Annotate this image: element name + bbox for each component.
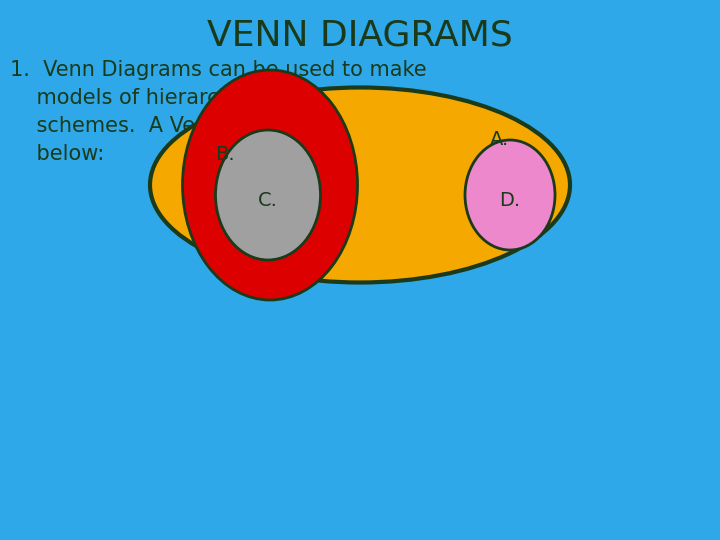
Text: B.: B.	[215, 145, 235, 164]
Ellipse shape	[215, 130, 320, 260]
Ellipse shape	[150, 87, 570, 282]
Text: VENN DIAGRAMS: VENN DIAGRAMS	[207, 18, 513, 52]
Text: D.: D.	[500, 191, 521, 210]
Text: A.: A.	[490, 130, 509, 149]
Ellipse shape	[182, 70, 358, 300]
Text: C.: C.	[258, 191, 278, 210]
Text: 1.  Venn Diagrams can be used to make
    models of hierarchical classification
: 1. Venn Diagrams can be used to make mod…	[10, 60, 427, 164]
Ellipse shape	[465, 140, 555, 250]
